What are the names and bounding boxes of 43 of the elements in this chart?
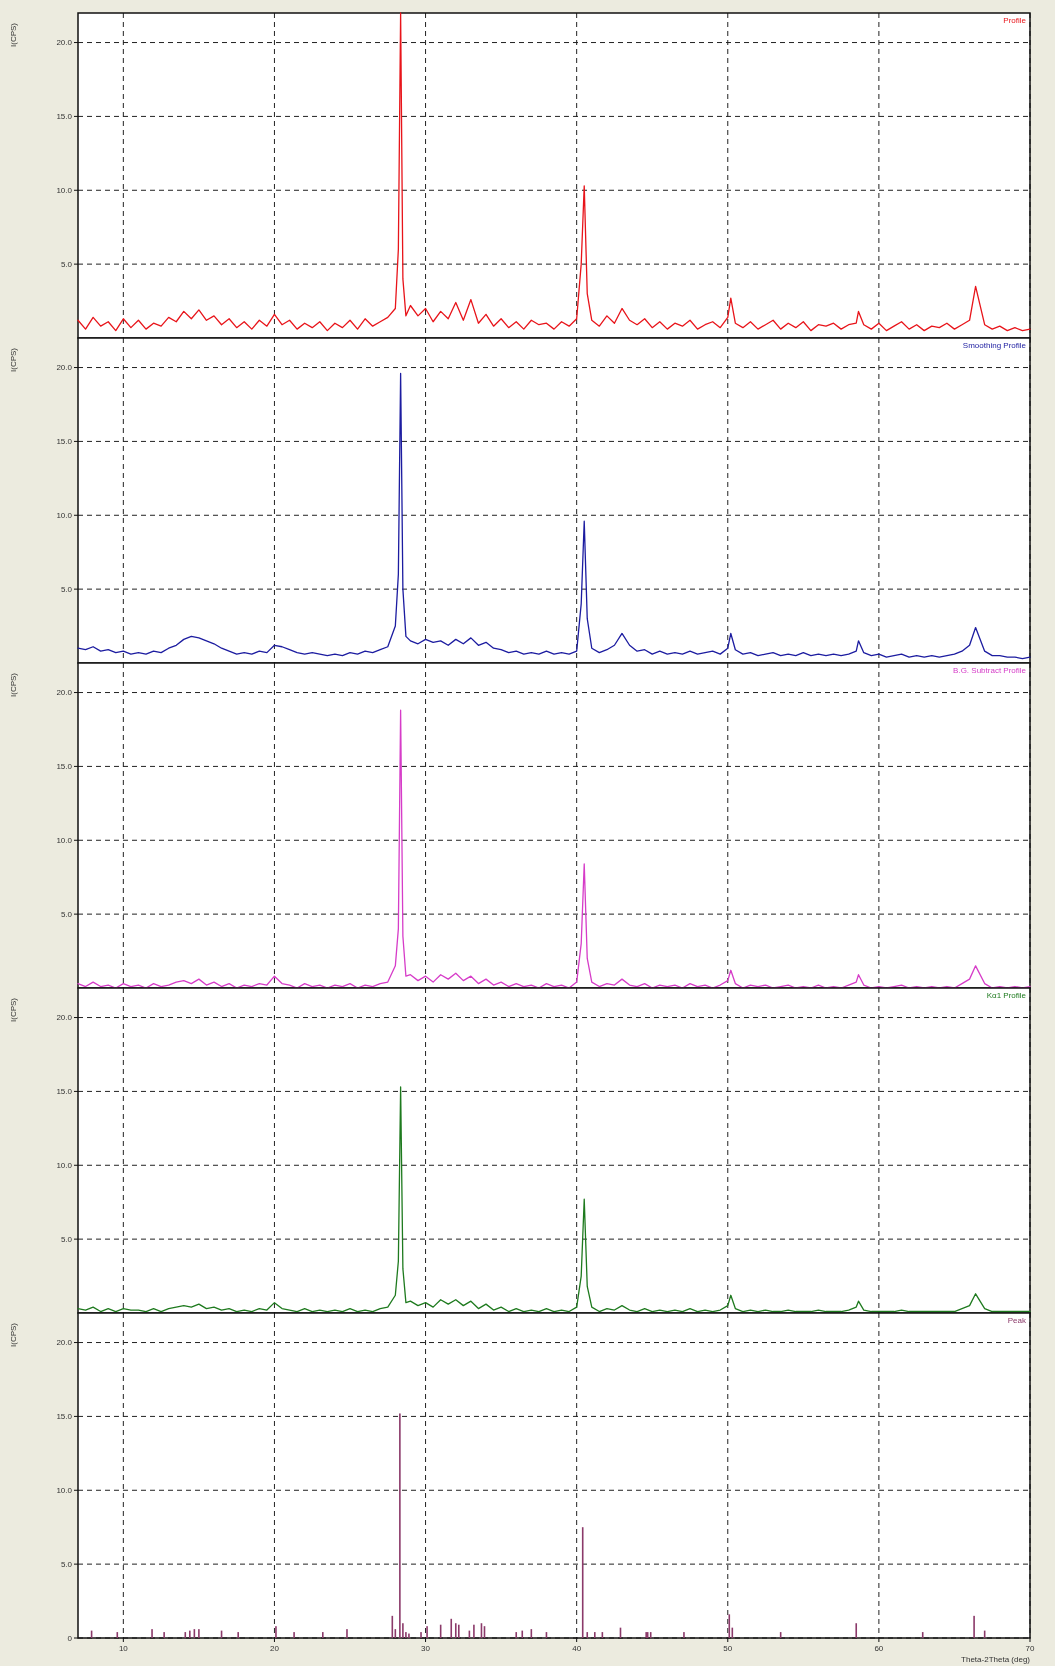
- text: Profile: [1003, 16, 1027, 25]
- line-series: [77, 709, 1031, 989]
- y-tick-label: 10.0: [56, 836, 73, 846]
- y-tick-label: 20.0: [56, 688, 73, 698]
- text: Kα1 Profile: [986, 991, 1027, 1000]
- x-tick-label: 40: [572, 1644, 582, 1653]
- text: Peak: [1007, 1316, 1027, 1325]
- x-axis-title: Theta-2Theta (deg): [961, 1655, 1031, 1664]
- x-tick-label: 20: [269, 1644, 280, 1653]
- y-axis-title: I(CPS): [9, 672, 18, 697]
- x-tick-label: 50: [723, 1644, 733, 1653]
- y-tick-label: 15.0: [56, 1087, 73, 1097]
- line-series: [77, 12, 1031, 332]
- x-tick-label: 10: [118, 1644, 129, 1653]
- y-tick-label: 5.0: [60, 584, 73, 594]
- y-tick-label: 20.0: [56, 38, 73, 48]
- y-tick-label: 15.0: [56, 1412, 73, 1422]
- y-tick-label: 10.0: [56, 186, 73, 196]
- y-tick-label: 20.0: [56, 1013, 73, 1023]
- y-tick-label: 0: [67, 1633, 73, 1643]
- y-tick-label: 15.0: [56, 112, 73, 122]
- y-tick-label: 10.0: [56, 1161, 73, 1171]
- y-tick-label: 20.0: [56, 1338, 73, 1348]
- y-tick-label: 15.0: [56, 437, 73, 447]
- line-series: [77, 372, 1031, 660]
- text: B.G. Subtract Profile: [953, 666, 1027, 675]
- y-tick-label: 20.0: [56, 363, 73, 373]
- y-tick-label: 5.0: [60, 1559, 73, 1569]
- y-tick-label: 10.0: [56, 511, 73, 521]
- y-tick-label: 5.0: [60, 259, 73, 269]
- y-tick-label: 5.0: [60, 1234, 73, 1244]
- y-tick-label: 15.0: [56, 762, 73, 772]
- x-tick-label: 70: [1025, 1644, 1035, 1653]
- y-axis-title: I(CPS): [9, 997, 18, 1022]
- text: Smoothing Profile: [962, 341, 1027, 350]
- y-axis-title: I(CPS): [9, 1322, 18, 1347]
- x-tick-label: 30: [421, 1644, 431, 1653]
- y-axis-title: I(CPS): [9, 347, 18, 372]
- y-tick-label: 10.0: [56, 1486, 73, 1496]
- x-tick-label: 60: [874, 1644, 884, 1653]
- line-series: [77, 1086, 1031, 1313]
- y-axis-title: I(CPS): [9, 22, 18, 47]
- y-tick-label: 5.0: [60, 909, 73, 919]
